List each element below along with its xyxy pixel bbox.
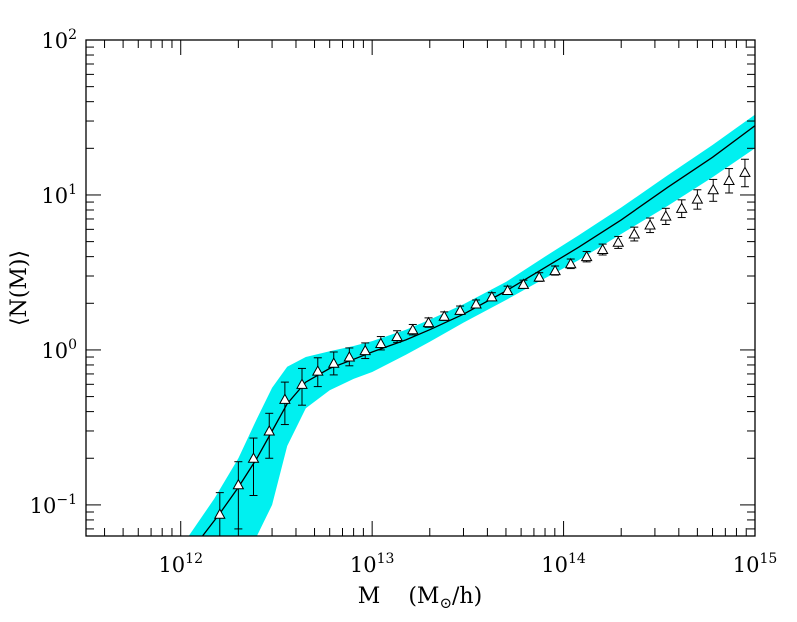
triangle-marker xyxy=(644,218,656,230)
data-point xyxy=(263,412,276,459)
triangle-marker xyxy=(422,316,435,328)
data-point xyxy=(374,336,387,351)
y-axis-title: ⟨N(M)⟩ xyxy=(7,250,32,326)
triangle-marker xyxy=(596,243,609,254)
data-point xyxy=(517,278,530,289)
triangle-marker xyxy=(232,478,245,490)
triangle-marker xyxy=(311,365,324,376)
data-point xyxy=(659,207,672,225)
triangle-marker xyxy=(406,323,419,335)
data-point xyxy=(232,461,245,530)
y-tick-label: 101 xyxy=(41,182,77,208)
triangle-marker xyxy=(247,452,260,463)
triangle-marker xyxy=(517,278,530,289)
data-point xyxy=(247,437,260,496)
triangle-marker xyxy=(470,297,482,309)
data-point xyxy=(739,158,751,188)
data-point xyxy=(343,347,356,367)
triangle-marker xyxy=(580,250,593,262)
data-point xyxy=(707,178,720,202)
triangle-marker xyxy=(707,183,720,195)
data-point xyxy=(296,367,308,406)
uncertainty-band-layer xyxy=(188,114,755,536)
data-point xyxy=(279,381,291,426)
data-points-layer xyxy=(213,158,751,536)
data-point xyxy=(723,168,735,194)
data-point xyxy=(470,297,482,309)
triangle-marker xyxy=(564,257,577,269)
data-point xyxy=(564,257,577,270)
model-line xyxy=(201,125,755,536)
data-point xyxy=(486,290,498,302)
y-tick-label: 10−1 xyxy=(30,492,77,518)
tick-labels: 1012 1013 1014 1015 10−1 100 101 102 xyxy=(30,27,778,577)
triangle-marker xyxy=(263,424,276,436)
data-point xyxy=(644,217,656,234)
triangle-marker xyxy=(213,508,226,519)
triangle-marker xyxy=(374,337,387,349)
triangle-marker xyxy=(723,174,735,185)
data-point xyxy=(327,351,340,376)
triangle-marker xyxy=(659,210,672,221)
data-point xyxy=(391,330,403,343)
triangle-marker xyxy=(438,310,451,321)
data-point xyxy=(213,492,226,536)
triangle-marker xyxy=(327,357,340,368)
data-point xyxy=(438,310,451,321)
data-point xyxy=(311,357,324,388)
triangle-marker xyxy=(533,271,546,282)
triangle-marker xyxy=(343,350,356,362)
triangle-marker xyxy=(359,344,372,356)
triangle-marker xyxy=(691,193,704,204)
x-tick-label: 1015 xyxy=(733,551,778,577)
triangle-marker xyxy=(549,264,561,276)
triangle-marker xyxy=(628,227,641,239)
y-tick-label: 102 xyxy=(41,27,77,53)
plot-frame xyxy=(85,39,756,537)
data-point xyxy=(549,264,561,276)
data-point xyxy=(406,323,419,336)
triangle-marker xyxy=(612,236,625,247)
data-point xyxy=(422,316,435,328)
triangle-marker xyxy=(739,166,751,177)
data-point xyxy=(359,342,372,360)
data-point xyxy=(691,189,704,210)
data-point xyxy=(501,284,514,295)
model-line-layer xyxy=(201,125,755,536)
triangle-marker xyxy=(454,304,466,315)
triangle-marker xyxy=(501,284,514,295)
x-axis-label: M xyxy=(358,584,381,609)
axis-ticks xyxy=(86,39,756,536)
triangle-marker xyxy=(486,290,498,302)
data-point xyxy=(580,250,593,263)
data-point xyxy=(533,271,546,282)
x-tick-label: 1013 xyxy=(350,551,395,577)
data-point xyxy=(628,226,641,242)
triangle-marker xyxy=(675,202,688,213)
data-point xyxy=(675,199,688,219)
y-tick-label: 100 xyxy=(41,337,77,363)
triangle-marker xyxy=(279,393,291,404)
triangle-marker xyxy=(296,378,308,389)
data-point xyxy=(596,243,609,256)
triangle-marker xyxy=(391,330,403,342)
uncertainty-band xyxy=(188,114,755,536)
data-point xyxy=(454,304,466,315)
data-point xyxy=(612,235,625,249)
x-tick-label: 1012 xyxy=(158,551,203,577)
x-tick-label: 1014 xyxy=(541,551,586,577)
x-axis-title: M (M⊙/h) xyxy=(358,584,482,612)
